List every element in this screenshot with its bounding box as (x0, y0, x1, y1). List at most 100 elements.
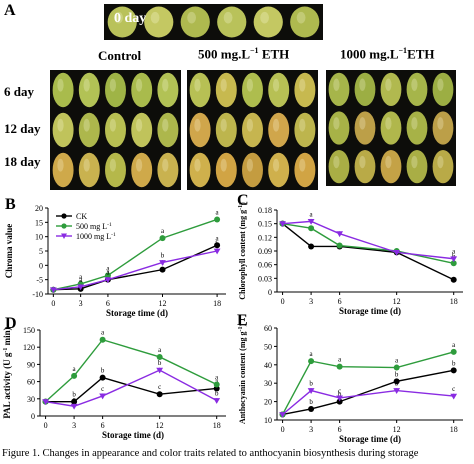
data-point (42, 399, 49, 406)
significance-letter: b (215, 390, 219, 398)
y-axis-label-text: Chroma value (4, 224, 14, 279)
x-tick-label: 3 (79, 299, 83, 308)
eth1000-fruit (328, 150, 350, 184)
data-point (71, 372, 78, 379)
eth1000-fruit-shine (333, 78, 340, 91)
control-fruit (105, 112, 126, 148)
x-tick-label: 6 (338, 297, 342, 306)
eth1000-fruit-shine (385, 155, 392, 169)
data-point (99, 393, 107, 400)
eth1000-fruit (406, 72, 428, 106)
day0-fruit-shine (187, 11, 196, 24)
eth1000-fruit (380, 111, 402, 145)
eth1000-fruit (354, 150, 376, 184)
panel-b-letter: B (5, 196, 16, 213)
chart-chroma: -10 -5 0 5 10 15 20 0 3 6 12 18 Storage time (d) Chro… (4, 204, 226, 318)
legend-entry-sup: -1 (111, 232, 116, 238)
y-tick-label: 0.15 (258, 220, 272, 229)
significance-letter: c (338, 387, 341, 395)
eth500-fruit-shine (194, 78, 201, 92)
y-tick-label: 0.09 (258, 247, 272, 256)
day0-fruit (290, 6, 320, 38)
data-point (77, 284, 85, 291)
data-point (336, 395, 344, 402)
panel-d-letter: D (5, 315, 17, 332)
control-fruit-shine (162, 118, 169, 132)
data-point (393, 388, 401, 394)
eth500-fruit-shine (220, 118, 227, 132)
series-line (45, 376, 217, 403)
eth1000-fruit-shine (359, 155, 366, 169)
significance-letter: b (452, 359, 456, 367)
x-tick-label: 12 (393, 425, 401, 434)
y-tick-label: 30 (27, 395, 35, 404)
significance-letter: a (452, 341, 456, 349)
significance-letter: b (101, 367, 105, 375)
eth1000-fruit-shine (385, 117, 392, 130)
x-tick-label: 3 (309, 425, 313, 434)
legend-entry-sup: -1 (107, 222, 112, 228)
control-fruit (105, 152, 126, 188)
day0-fruit-shine (260, 11, 269, 24)
legend-entry: 500 mg L-1 (76, 222, 112, 231)
y-tick-label: 0.03 (258, 274, 272, 283)
significance-letter: a (395, 357, 399, 365)
day0-label: 0 day (114, 11, 147, 26)
control-fruit-shine (83, 78, 90, 92)
eth500-fruit-shine (299, 158, 306, 172)
day0-fruit-shine (114, 11, 123, 24)
figure-caption: Figure 1. Changes in appearance and colo… (2, 448, 419, 459)
data-point (213, 381, 220, 388)
eth1000-fruit-shine (411, 78, 418, 91)
eth1000-fruit (354, 72, 376, 106)
control-fruit (105, 72, 126, 108)
y-tick-label: 20 (35, 204, 43, 213)
y-tick-label: 50 (264, 342, 272, 351)
eth1000-fruit-shine (359, 117, 366, 130)
legend-marker (61, 223, 67, 229)
panel-e-letter: E (237, 312, 248, 329)
y-axis-label-close: min) (2, 327, 12, 347)
eth1000-fruit-shine (359, 78, 366, 91)
data-point (450, 348, 457, 355)
data-point (104, 277, 112, 284)
control-fruit (78, 152, 100, 188)
eth500-fruit-shine (246, 118, 254, 132)
eth500-fruit-svg (189, 72, 316, 188)
data-point (308, 405, 315, 412)
legend-entry-text: 1000 mg L (76, 232, 111, 241)
y-tick-label: 90 (27, 360, 35, 369)
y-tick-label: 30 (264, 379, 272, 388)
col-header-500: 500 mg.L−1 ETH (198, 46, 290, 62)
eth500-fruit (268, 72, 290, 108)
day0-fruit (253, 6, 283, 38)
y-axis-label-sup: -1 (3, 348, 9, 353)
y-tick-label: 150 (23, 326, 35, 335)
x-tick-label: 12 (159, 299, 167, 308)
eth500-fruit (268, 112, 290, 148)
data-point (393, 249, 401, 256)
y-tick-label: 15 (35, 218, 43, 227)
control-fruit-shine (109, 78, 117, 92)
eth1000-fruit (354, 111, 376, 145)
control-fruit (157, 72, 179, 108)
control-fruit-shine (57, 78, 64, 92)
significance-letter: b (395, 380, 399, 388)
data-point (307, 219, 315, 225)
eth500-fruit (294, 72, 316, 108)
eth500-fruit-shine (299, 78, 306, 92)
data-point (450, 256, 458, 263)
eth1000-fruit-shine (437, 78, 444, 91)
significance-letter: b (72, 391, 76, 399)
y-tick-label: 20 (264, 398, 272, 407)
data-point (71, 398, 78, 405)
eth1000-fruit (432, 111, 454, 145)
control-fruit (157, 152, 179, 188)
data-point (279, 412, 286, 418)
eth1000-fruit (406, 111, 428, 145)
data-point (70, 403, 78, 410)
eth500-fruit (189, 72, 211, 108)
significance-letter: a (101, 329, 105, 337)
y-axis-label-close: ) (238, 324, 247, 327)
